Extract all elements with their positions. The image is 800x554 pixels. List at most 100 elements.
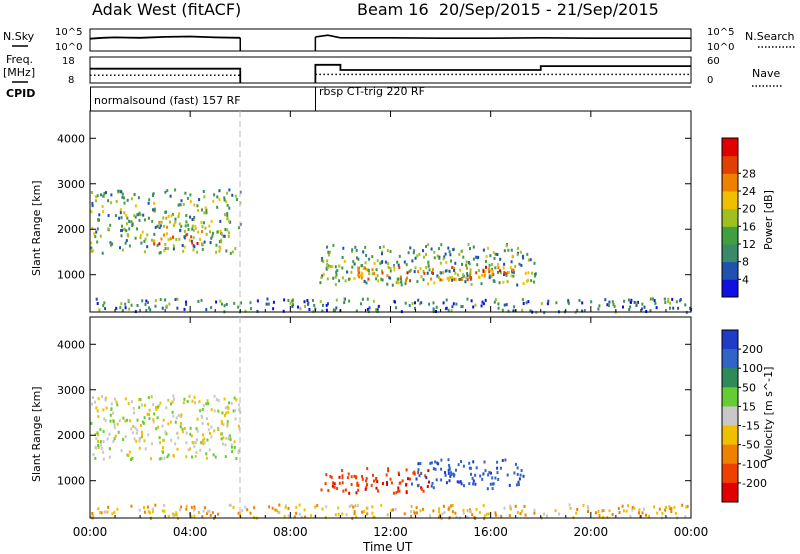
heat-cell-0	[205, 208, 208, 212]
heat-cell-3	[423, 271, 426, 275]
heat-cell-0	[108, 432, 111, 436]
heat-cell-4	[161, 306, 164, 310]
heat-cell-4	[576, 308, 579, 312]
heat-cell-4	[141, 299, 144, 303]
heat-cell-3	[193, 507, 196, 510]
heat-cell-0	[212, 231, 214, 235]
heat-cell-2	[477, 255, 480, 259]
heat-cell-3	[249, 511, 252, 515]
heat-cell-2	[466, 272, 469, 275]
heat-cell-2	[503, 262, 506, 266]
heat-cell-1	[201, 225, 204, 229]
heat-cell-4	[272, 300, 275, 304]
heat-cell-3	[594, 511, 597, 515]
heat-cell-0	[120, 449, 123, 453]
heat-cell-1	[413, 472, 416, 476]
heat-cell-4	[127, 298, 130, 302]
heat-cell-0	[113, 426, 116, 430]
heat-cell-4	[543, 311, 546, 315]
heat-cell-2	[389, 250, 392, 254]
heat-cell-0	[189, 193, 192, 197]
heat-cell-2	[471, 476, 474, 480]
heat-cell-0	[175, 416, 178, 420]
heat-cell-3	[314, 505, 317, 509]
heat-cell-0	[183, 236, 186, 240]
heat-cell-0	[117, 430, 120, 434]
noise-series-1	[315, 34, 691, 39]
heat-cell-2	[512, 274, 515, 278]
heat-cell-0	[134, 204, 137, 208]
heat-cell-0	[125, 222, 128, 226]
ytick-label: 3000	[57, 178, 85, 191]
heat-cell-0	[154, 225, 157, 229]
heat-cell-2	[459, 480, 462, 484]
heat-cell-3	[597, 510, 600, 513]
heat-cell-1	[348, 491, 351, 495]
heat-cell-1	[167, 238, 170, 242]
heat-cell-3	[368, 272, 371, 276]
velocity-colorbar-swatch	[722, 330, 738, 350]
heat-cell-4	[521, 308, 524, 312]
heat-cell-0	[178, 237, 181, 241]
heat-cell-3	[172, 514, 175, 518]
heat-cell-2	[448, 479, 451, 483]
heat-cell-2	[346, 270, 349, 274]
heat-cell-4	[414, 307, 416, 310]
heat-cell-1	[427, 469, 430, 473]
heat-cell-1	[160, 220, 163, 224]
x-axis: 00:00 04:00 08:00 12:00 16:00 20:00 00:00	[73, 111, 708, 539]
heat-cell-1	[356, 481, 359, 485]
heat-cell-0	[187, 223, 190, 227]
heat-cell-0	[187, 228, 190, 231]
heat-cell-3	[509, 504, 512, 508]
heat-cell-0	[205, 452, 208, 456]
power-colorbar-tick: 12	[742, 238, 756, 251]
heat-cell-2	[422, 278, 425, 282]
heat-cell-3	[283, 514, 286, 518]
heat-cell-0	[172, 247, 175, 251]
heat-cell-2	[510, 248, 513, 252]
heat-cell-0	[205, 211, 208, 215]
heat-cell-0	[100, 193, 102, 197]
power-colorbar-swatch	[722, 244, 738, 263]
heat-cell-1	[172, 235, 174, 239]
heat-cell-4	[472, 305, 475, 309]
heat-cell-4	[96, 302, 99, 305]
heat-cell-0	[226, 217, 229, 221]
heat-cell-3	[298, 503, 301, 507]
heat-cell-3	[362, 266, 365, 270]
heat-cell-4	[292, 303, 295, 307]
heat-cell-0	[158, 404, 161, 408]
heat-cell-2	[520, 469, 523, 472]
heat-cell-0	[235, 198, 238, 202]
heat-cell-3	[91, 512, 94, 515]
heat-cell-2	[529, 258, 532, 262]
heat-cell-1	[376, 480, 379, 483]
velocity-colorbar-swatch	[722, 482, 738, 503]
heat-cell-2	[501, 459, 504, 462]
power-colorbar-swatch	[722, 173, 738, 192]
heat-cell-3	[163, 509, 166, 513]
heat-cell-0	[178, 212, 181, 216]
heat-cell-3	[488, 270, 491, 274]
heat-cell-3	[147, 510, 150, 514]
heat-cell-0	[137, 196, 140, 200]
heat-cell-4	[493, 300, 496, 304]
heat-cell-0	[91, 402, 94, 406]
heat-cell-0	[143, 218, 146, 222]
heat-cell-2	[427, 264, 430, 268]
heat-cell-2	[433, 250, 436, 254]
heat-cell-2	[491, 482, 494, 486]
heat-cell-4	[474, 303, 477, 307]
heat-cell-0	[156, 416, 159, 420]
heat-cell-2	[516, 466, 519, 470]
heat-cell-0	[171, 212, 174, 216]
freq-panel: 18 8 60 0	[62, 56, 720, 86]
heat-cell-4	[482, 302, 485, 306]
heat-cell-3	[576, 507, 579, 511]
velocity-colorbar-swatch	[722, 387, 738, 407]
heat-cell-3	[387, 265, 390, 269]
heat-cell-0	[107, 227, 110, 231]
heat-cell-4	[225, 303, 228, 306]
heat-cell-0	[193, 203, 196, 207]
